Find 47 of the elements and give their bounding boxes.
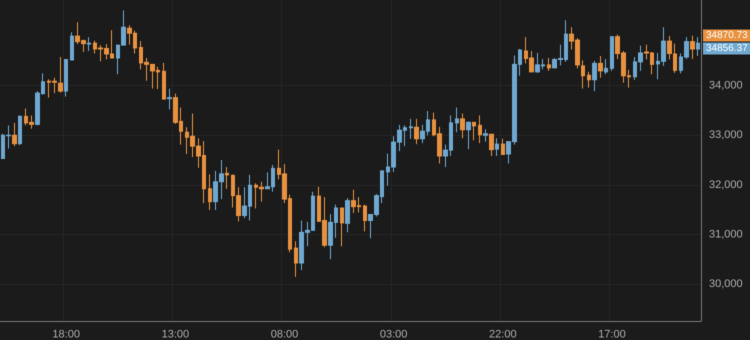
x-tick-label: 13:00 [162,328,190,340]
candlestick [598,55,603,78]
candlestick [225,166,229,190]
candlestick [696,36,700,56]
candlestick [363,204,367,232]
candlestick [87,36,91,52]
candlestick [70,32,74,60]
text: 34856.37 [706,43,748,54]
candlestick [466,120,471,150]
x-tick-label: 08:00 [270,328,298,340]
candlestick [18,114,22,146]
candlestick [690,35,695,60]
x-tick-label: 18:00 [52,328,80,340]
candlestick [12,122,17,147]
candlestick [455,106,459,133]
candlestick [208,174,212,211]
candlestick [547,57,551,72]
candlestick [340,208,344,247]
y-tick-label: 32,000 [709,178,743,191]
candlestick [460,112,465,139]
y-tick-label: 30,000 [709,278,743,290]
candlestick [501,138,505,156]
candlestick [495,138,499,157]
candlestick [414,118,419,145]
candlestick [294,240,298,278]
candlestick [587,71,591,88]
candlestick [489,134,494,157]
y-tick-label: 33,000 [709,129,743,142]
candlestick [409,118,413,140]
y-tick-label: 31,000 [709,228,743,240]
x-tick-label: 22:00 [489,328,517,340]
y-tick-label: 34,000 [709,80,743,92]
candlestick [592,60,597,92]
candlestick [58,56,63,94]
candlestick [604,58,608,75]
candlestick [581,60,585,90]
candlestick [167,88,172,110]
candlestick [64,58,68,98]
candlestick [478,114,482,144]
text: 34870.73 [706,30,748,41]
x-tick-label: 03:00 [380,328,408,340]
candlestick [610,36,614,72]
x-tick-label: 17:00 [598,328,626,340]
candlestick [162,62,166,100]
candlestick [345,198,350,233]
candlestick [472,122,476,141]
candlestick [483,128,488,142]
